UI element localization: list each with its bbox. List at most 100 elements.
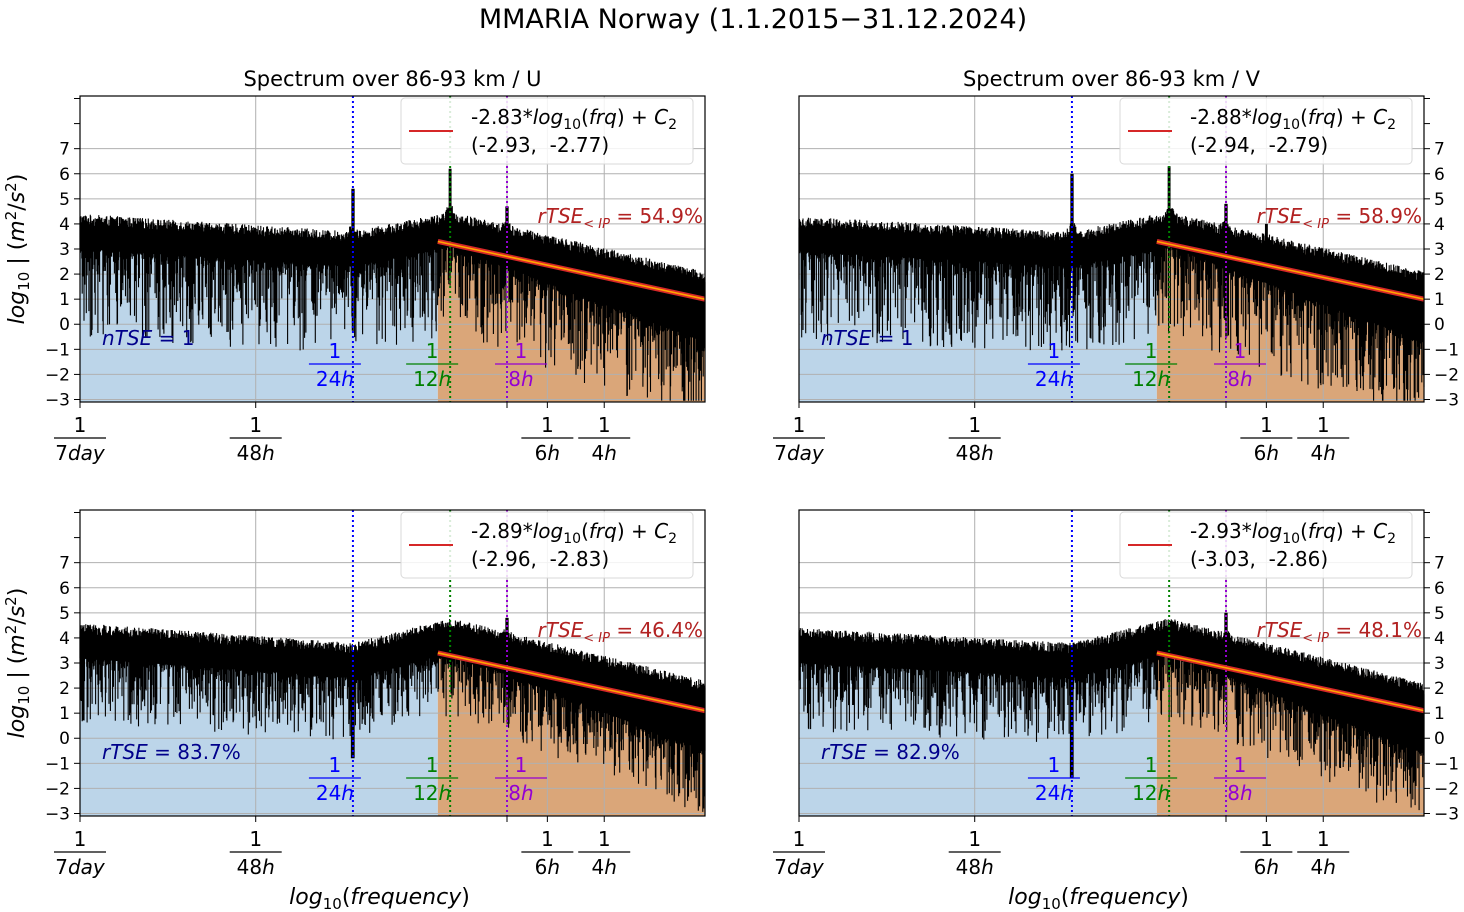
x-tick-label-48h-den: 48h [237,855,275,879]
x-tick-label-48h-num: 1 [968,413,981,437]
marker-label-24h-num: 1 [1048,753,1061,777]
x-tick-label-7day-num: 1 [74,413,87,437]
y-tick-label: 7 [1434,554,1445,574]
x-tick-label-4h-den: 4h [1311,855,1336,879]
panel-top-left: −3−2−10123456717day148h16h14h124h112h18h… [2,67,706,465]
x-tick-label-6h-num: 1 [1260,827,1273,851]
legend: -2.93*log10(frq) + C2(-3.03, -2.86) [1119,511,1413,579]
y-tick-label: 6 [1434,579,1445,599]
marker-label-8h-den: 8h [508,367,533,391]
x-tick-label-4h-num: 1 [1317,413,1330,437]
marker-label-24h-num: 1 [1048,339,1061,363]
y-tick-label: 7 [1434,140,1445,160]
x-tick-label-48h-den: 48h [956,441,994,465]
y-tick-label: −2 [45,365,70,385]
legend-box [1119,511,1413,579]
x-tick-label-4h: 14h [578,413,631,465]
marker-label-8h: 18h [1214,753,1267,805]
marker-label-12h-den: 12h [1132,781,1170,805]
x-tick-label-7day-num: 1 [74,827,87,851]
fit-line-core [437,240,706,300]
x-tick-label-6h-num: 1 [1260,413,1273,437]
tse-low-annotation: nTSE = 1 [821,326,913,350]
y-tick-label: 1 [1434,704,1445,724]
x-tick-label-6h-den: 6h [1254,855,1279,879]
y-tick-label: 4 [1434,629,1445,649]
y-tick-label: −2 [1434,779,1459,799]
x-tick-label-6h: 16h [1240,827,1293,879]
x-tick-label-48h-num: 1 [968,827,981,851]
panel-title: Spectrum over 86-93 km / U [243,67,541,91]
marker-label-12h-den: 12h [413,781,451,805]
y-tick-label: 4 [1434,215,1445,235]
legend-ci-label: (-2.96, -2.83) [471,547,609,571]
x-tick-label-6h-den: 6h [1254,441,1279,465]
y-tick-label: −3 [45,804,70,824]
marker-label-24h-den: 24h [316,367,354,391]
panel-bottom-left: −3−2−10123456717day148h16h14h124h112h18h… [2,509,706,912]
y-tick-label: 3 [1434,654,1445,674]
legend-ci-label: (-3.03, -2.86) [1190,547,1328,571]
fit-line-core [437,652,706,712]
y-tick-label: 5 [59,604,70,624]
y-tick-label: 1 [59,704,70,724]
marker-label-24h-num: 1 [329,339,342,363]
y-tick-label: −3 [1434,390,1459,410]
panels: −3−2−10123456717day148h16h14h124h112h18h… [2,67,1459,912]
tse-low-annotation: nTSE = 1 [102,326,194,350]
marker-label-8h-den: 8h [1227,367,1252,391]
y-tick-label: −2 [45,779,70,799]
y-tick-label: −3 [45,390,70,410]
legend-fit-label: -2.93*log10(frq) + C2 [1190,519,1396,547]
x-tick-label-48h-num: 1 [249,413,262,437]
y-tick-label: 4 [59,629,70,649]
y-tick-label: 2 [59,265,70,285]
y-axis-label: log10 | (m2/s2) [2,174,33,325]
marker-label-12h-num: 1 [1145,753,1158,777]
x-tick-label-4h-num: 1 [1317,827,1330,851]
x-tick-label-48h-num: 1 [249,827,262,851]
legend-ci-label: (-2.94, -2.79) [1190,133,1328,157]
x-tick-label-7day: 1 7day [773,413,825,465]
x-tick-label-4h-num: 1 [598,827,611,851]
y-tick-label: 7 [59,554,70,574]
marker-label-8h-den: 8h [1227,781,1252,805]
x-tick-label-6h: 16h [1240,413,1293,465]
tse-low-annotation: rTSE = 83.7% [102,740,241,764]
tse-high-annotation: rTSE< IP = 58.9% [1257,204,1423,232]
y-tick-label: 6 [59,579,70,599]
y-tick-label: 5 [1434,190,1445,210]
marker-label-12h-den: 12h [413,367,451,391]
x-tick-label-6h-den: 6h [535,855,560,879]
legend-fit-label: -2.89*log10(frq) + C2 [471,519,677,547]
y-axis-label: log10 | (m2/s2) [2,588,33,739]
y-tick-label: 2 [1434,265,1445,285]
marker-label-12h-num: 1 [1145,339,1158,363]
x-tick-label-4h: 14h [1297,413,1350,465]
legend-box [400,97,694,165]
legend: -2.83*log10(frq) + C2(-2.93, -2.77) [400,97,694,165]
y-tick-label: 6 [59,165,70,185]
marker-label-24h-den: 24h [1035,781,1073,805]
x-tick-label-7day-den: 7day [55,441,106,465]
marker-label-8h-num: 1 [1234,753,1247,777]
x-tick-label-7day-num: 1 [793,827,806,851]
marker-label-24h-den: 24h [316,781,354,805]
y-tick-label: 1 [59,290,70,310]
y-tick-label: −2 [1434,365,1459,385]
fit-line-core [1156,652,1425,712]
y-tick-label: −3 [1434,804,1459,824]
marker-label-8h-num: 1 [1234,339,1247,363]
legend-ci-label: (-2.93, -2.77) [471,133,609,157]
marker-label-8h: 18h [495,753,548,805]
x-tick-label-7day: 1 7day [54,413,106,465]
x-tick-label-7day: 1 7day [773,827,825,879]
y-tick-label: 1 [1434,290,1445,310]
x-tick-label-4h-num: 1 [598,413,611,437]
